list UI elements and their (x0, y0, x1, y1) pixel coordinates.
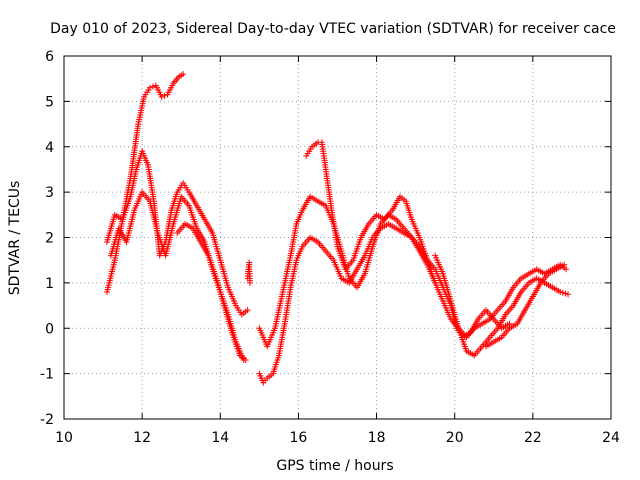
data-point-interp (562, 290, 569, 297)
data-point (242, 357, 249, 364)
data-point (146, 84, 153, 91)
y-tick-label: 4 (45, 140, 54, 156)
y-tick-label: -2 (40, 412, 54, 428)
series-group (174, 220, 249, 364)
y-tick-label: 3 (45, 185, 54, 201)
x-tick-label: 18 (368, 430, 386, 446)
chart-title: Day 010 of 2023, Sidereal Day-to-day VTE… (50, 21, 616, 37)
x-tick-label: 10 (55, 430, 73, 446)
y-tick-label: 6 (45, 49, 54, 65)
data-point-interp (559, 289, 566, 296)
series-group (244, 259, 253, 286)
y-tick-label: -1 (40, 367, 54, 383)
data-point-interp (161, 92, 168, 99)
series-group (303, 139, 570, 341)
x-tick-label: 12 (133, 430, 151, 446)
data-point (565, 291, 572, 298)
data-point (246, 279, 253, 286)
data-point (563, 266, 570, 273)
data-point (557, 288, 564, 295)
series-group (256, 220, 439, 386)
y-tick-label: 1 (45, 276, 54, 292)
data-point (561, 261, 568, 268)
series-group (256, 193, 513, 350)
series-group (103, 71, 187, 295)
x-axis-label: GPS time / hours (276, 458, 393, 474)
y-axis-label: SDTVAR / TECUs (7, 181, 23, 296)
y-tick-label: 2 (45, 231, 54, 247)
grid (64, 56, 611, 419)
x-tick-label: 14 (211, 430, 229, 446)
data-point-interp (149, 83, 156, 90)
y-tick-label: 5 (45, 94, 54, 110)
data-points (103, 71, 572, 386)
x-tick-label: 24 (602, 430, 620, 446)
x-tick-label: 20 (446, 430, 464, 446)
y-tick-label: 0 (45, 321, 54, 337)
data-point (180, 71, 187, 78)
data-point (244, 307, 251, 314)
series-group (482, 261, 568, 350)
x-tick-label: 16 (290, 430, 308, 446)
x-tick-label: 22 (524, 430, 542, 446)
data-point (158, 93, 165, 100)
